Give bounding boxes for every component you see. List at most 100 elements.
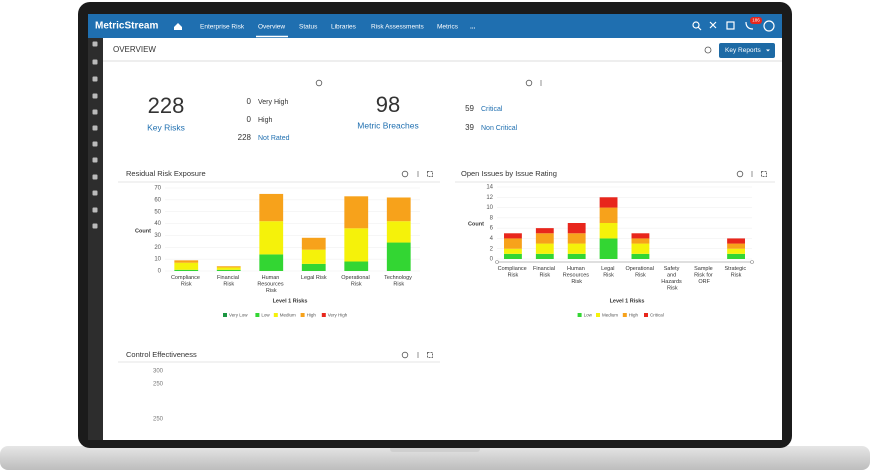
nav-item[interactable]: Libraries (331, 24, 357, 31)
chart-title: Control Effectiveness (126, 350, 197, 359)
menu-dot (540, 80, 542, 82)
bar-segment (216, 269, 241, 271)
screen (88, 14, 782, 440)
legend-swatch (577, 313, 582, 317)
bar-segment (535, 228, 554, 234)
sidebar-icon (92, 190, 98, 196)
nav-item[interactable]: Status (299, 24, 318, 31)
bar-segment (727, 243, 745, 249)
label-line: ORF (698, 279, 710, 285)
key-reports-button[interactable] (719, 43, 775, 58)
x-tick-label: Safety and Hazards Risk (661, 266, 683, 292)
y-tick-label: 4 (490, 236, 494, 242)
legend-swatch (300, 313, 305, 317)
x-tick-label: Sample Risk for ORF (694, 266, 714, 285)
x-tick-label: Financial Risk (217, 275, 241, 288)
label-line: Risk (508, 273, 519, 279)
nav-item[interactable]: Risk Assessments (371, 24, 424, 31)
sidebar-icon (92, 41, 98, 47)
nav-item[interactable]: Enterprise Risk (200, 24, 245, 31)
info-icon[interactable] (401, 351, 409, 359)
legend-swatch (596, 313, 600, 317)
bar-segment (567, 243, 586, 254)
y-tick-label: 250 (153, 417, 164, 423)
bar-segment (216, 267, 241, 270)
bar-segment (174, 262, 199, 270)
legend-label: Medium (602, 313, 618, 318)
nav-item[interactable]: Overview (258, 24, 285, 31)
y-tick-label: 60 (154, 197, 161, 203)
bar-segment (631, 253, 650, 259)
x-tick-label: Compliance Risk (171, 275, 202, 288)
y-tick-label: 8 (490, 215, 494, 221)
legend-label: Low (584, 313, 593, 318)
label-line: Human (567, 266, 586, 272)
info-icon[interactable] (704, 46, 712, 54)
bar-segment (567, 223, 586, 234)
chart-title: Open Issues by Issue Rating (461, 169, 557, 178)
bar-segment (259, 221, 284, 255)
legend-label: High (307, 313, 317, 318)
legend-label: Very High (328, 313, 348, 318)
label-line: Compliance (498, 266, 529, 272)
expand-icon (761, 171, 767, 177)
kpi-count: 228 (238, 133, 252, 142)
label-line: Legal Risk (301, 275, 327, 281)
menu-dot (751, 171, 753, 173)
y-tick-label: 20 (154, 245, 161, 251)
slider-handle (750, 260, 754, 264)
logo: MetricStream (95, 21, 158, 32)
y-tick-label: 2 (490, 246, 494, 252)
bar-segment (216, 266, 241, 268)
bar-segment (535, 233, 554, 244)
nav-item[interactable]: ... (470, 24, 476, 31)
label-line: Risk (571, 279, 582, 285)
nav-item[interactable]: Metrics (437, 24, 459, 31)
label-line: Risk (539, 273, 550, 279)
y-axis-label: Count (135, 228, 151, 234)
caret (766, 49, 770, 52)
kpi-sub-label: Critical (481, 106, 503, 113)
kpi-count: 0 (247, 115, 252, 124)
y-tick-label: 0 (490, 257, 494, 263)
kpi-label[interactable]: Metric Breaches (357, 120, 418, 130)
bar-segment (301, 249, 326, 264)
laptop-base (0, 446, 870, 470)
label-line: Risk (181, 282, 192, 288)
info-icon[interactable] (401, 170, 409, 178)
bar-segment (535, 243, 554, 254)
label-line: Risk (223, 282, 234, 288)
menu-dot (417, 352, 419, 354)
menu-dot (417, 175, 419, 177)
label-line: Legal (601, 266, 616, 272)
x-axis-label: Level 1 Risks (610, 298, 645, 304)
sidebar-icon (92, 223, 98, 229)
info-icon[interactable] (525, 79, 533, 87)
button-label[interactable]: Key Reports (725, 47, 762, 54)
sidebar-icon (92, 109, 98, 115)
label-line: Risk (667, 286, 678, 292)
bar-segment (599, 223, 618, 239)
kpi-label[interactable]: Key Risks (147, 122, 185, 132)
sidebar-icon (92, 174, 98, 180)
label-line: Risk (635, 273, 646, 279)
info-icon[interactable] (315, 79, 323, 87)
y-tick-label: 300 (153, 369, 164, 375)
kpi-sub-label: Very High (258, 99, 288, 106)
info-icon[interactable] (736, 170, 744, 178)
label-line: Risk for (694, 273, 714, 279)
home-icon[interactable] (174, 23, 182, 30)
y-tick-label: 30 (154, 233, 161, 239)
badge-text: 186 (752, 18, 760, 23)
x-axis-label: Level 1 Risks (273, 298, 308, 304)
bar-segment (631, 243, 650, 254)
bar-segment (599, 207, 618, 223)
expand-icon (427, 352, 433, 358)
legend-swatch (644, 313, 648, 317)
label-line: Technology (384, 275, 413, 281)
y-tick-label: 40 (154, 221, 161, 227)
sidebar-icon (92, 93, 98, 99)
menu-dot (417, 356, 419, 358)
y-axis-label: Count (468, 221, 484, 227)
label-line: Hazards (661, 279, 683, 285)
